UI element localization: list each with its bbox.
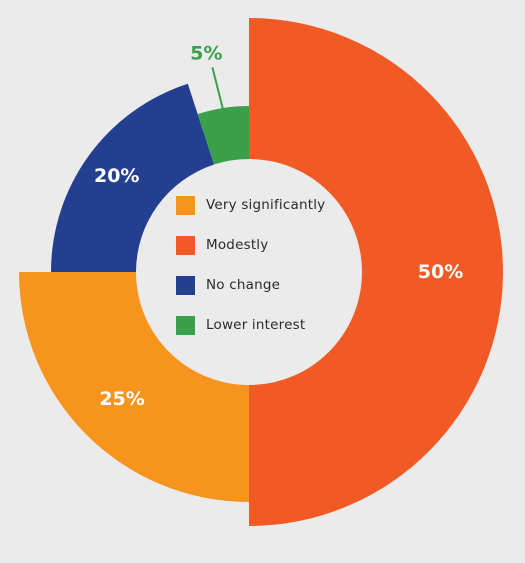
slice-lower-interest [197, 106, 249, 165]
legend-swatch-lower-interest [176, 315, 195, 335]
legend-label-no-change: No change [206, 277, 281, 293]
slice-no-change [51, 83, 215, 272]
legend-swatch-modestly [176, 235, 195, 255]
slice-label-very-significantly: 25% [99, 388, 144, 410]
legend-swatch-no-change [176, 275, 195, 295]
chart-slices [19, 18, 503, 526]
legend-item-lower-interest: Lower interest [176, 314, 356, 336]
slice-label-no-change: 20% [94, 165, 139, 187]
chart-legend: Very significantly Modestly No change Lo… [176, 194, 356, 354]
chart-slice-labels: 50% 25% 20% 5% [94, 42, 463, 410]
slice-label-lower-interest: 5% [190, 42, 222, 64]
legend-label-very-significantly: Very significantly [206, 197, 326, 213]
legend-label-lower-interest: Lower interest [206, 317, 306, 333]
legend-item-very-significantly: Very significantly [176, 194, 356, 216]
legend-label-modestly: Modestly [206, 237, 269, 253]
slice-modestly [249, 18, 503, 526]
legend-item-modestly: Modestly [176, 234, 356, 256]
slice-very-significantly [19, 272, 249, 502]
slice-label-modestly: 50% [418, 261, 463, 283]
leader-line-lower-interest [211, 67, 225, 113]
legend-swatch-very-significantly [176, 195, 195, 215]
legend-item-no-change: No change [176, 274, 356, 296]
